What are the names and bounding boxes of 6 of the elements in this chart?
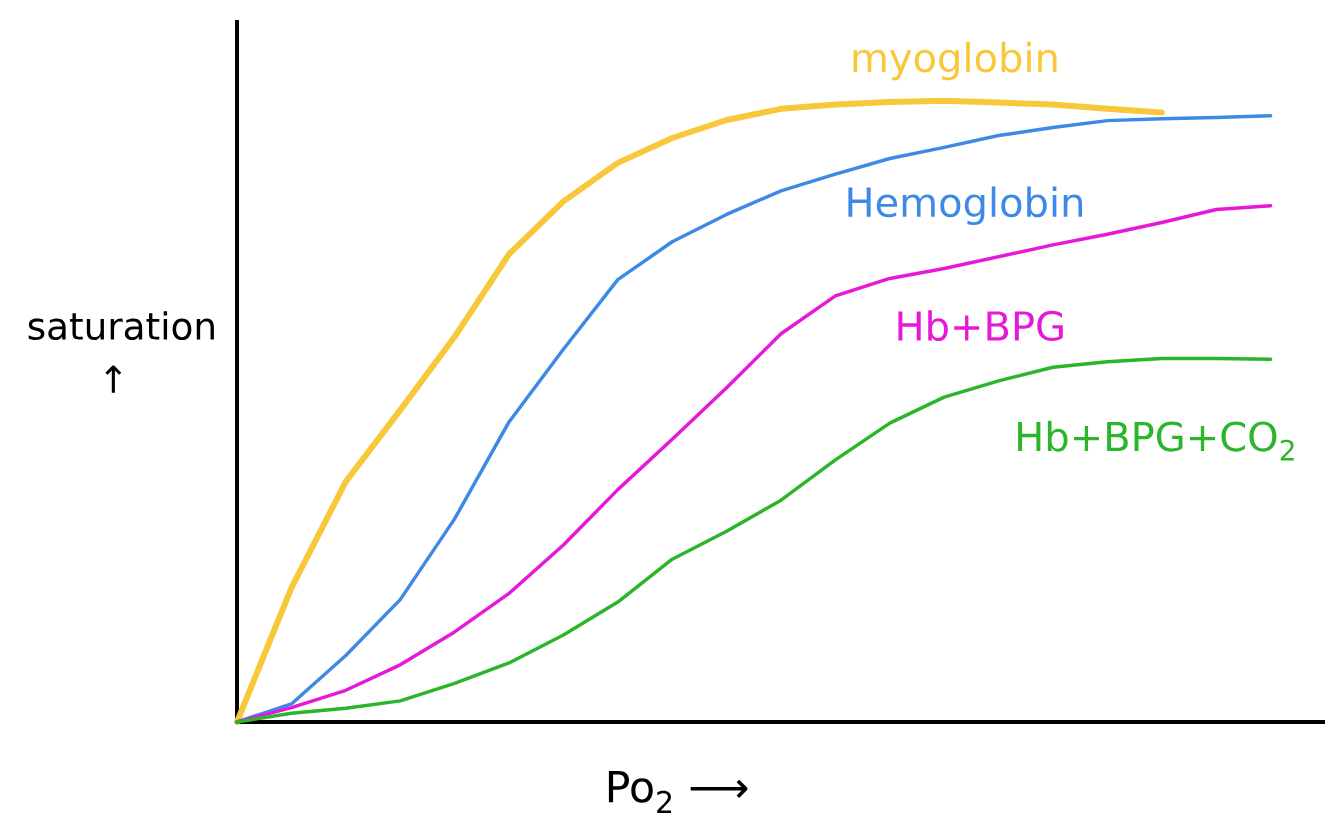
y-axis-title: saturation ↑ [28, 311, 214, 393]
series-label: Hemoglobin [848, 186, 1083, 226]
x-axis-title: Po$_{2}$ ⟶ [608, 771, 748, 813]
series-label: Hb+BPG [898, 310, 1063, 342]
series-label: myoglobin [853, 41, 1057, 81]
series-label: Hb+BPG+CO$_{2}$ [1018, 420, 1294, 461]
